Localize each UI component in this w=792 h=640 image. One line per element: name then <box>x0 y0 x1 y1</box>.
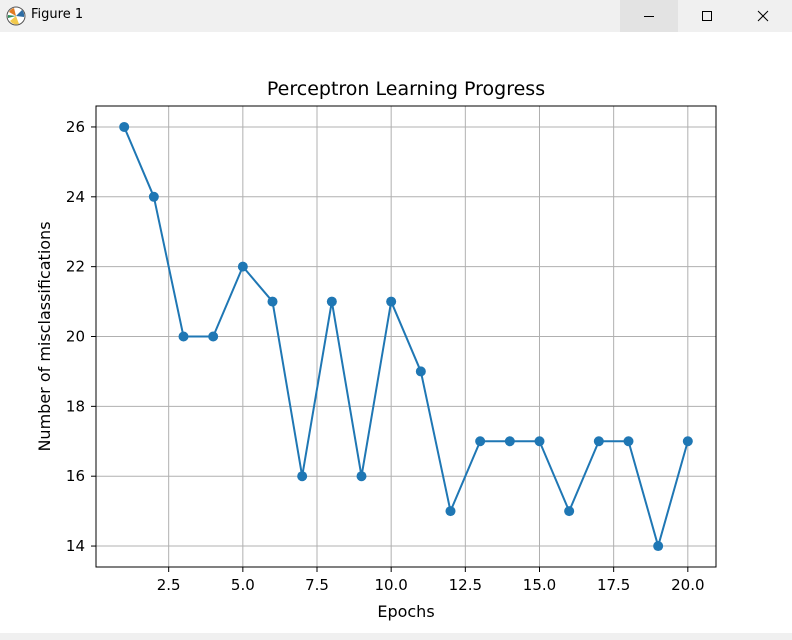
y-tick-label: 26 <box>66 118 85 136</box>
data-point <box>119 121 130 132</box>
data-point <box>297 471 308 482</box>
data-point <box>682 436 693 447</box>
maximize-icon <box>702 11 712 21</box>
chart-title: Perceptron Learning Progress <box>267 78 545 100</box>
data-point <box>593 436 604 447</box>
y-tick-label: 18 <box>66 397 85 415</box>
data-point <box>178 331 189 342</box>
x-tick-label: 12.5 <box>449 576 482 594</box>
minimize-button[interactable] <box>620 0 678 32</box>
y-axis-label: Number of misclassifications <box>35 221 54 451</box>
x-tick-label: 15.0 <box>523 576 556 594</box>
data-point <box>237 261 248 272</box>
data-series <box>119 121 693 552</box>
minimize-icon <box>644 16 654 17</box>
close-icon <box>757 10 769 22</box>
data-point <box>326 296 337 307</box>
x-tick-label: 2.5 <box>157 576 181 594</box>
data-point <box>356 471 367 482</box>
y-tick-label: 14 <box>66 537 85 555</box>
x-tick-label: 5.0 <box>231 576 255 594</box>
data-point <box>208 331 219 342</box>
x-tick-label: 10.0 <box>374 576 407 594</box>
data-point <box>564 506 575 517</box>
window-titlebar: Figure 1 <box>0 0 792 32</box>
close-button[interactable] <box>734 0 792 32</box>
data-point <box>267 296 278 307</box>
data-point <box>653 541 664 552</box>
x-tick-label: 20.0 <box>671 576 704 594</box>
matplotlib-icon <box>6 6 26 26</box>
data-point <box>623 436 634 447</box>
y-tick-label: 24 <box>66 188 85 206</box>
data-point <box>415 366 426 377</box>
y-tick-label: 22 <box>66 258 85 276</box>
data-point <box>475 436 486 447</box>
x-tick-label: 17.5 <box>597 576 630 594</box>
window-bottom-edge <box>0 633 792 640</box>
x-tick-label: 7.5 <box>305 576 329 594</box>
window-title: Figure 1 <box>31 7 84 22</box>
x-axis-label: Epochs <box>377 602 434 621</box>
axis-ticks: 2.5 5.0 7.5 10.0 12.5 15.0 17.5 20.0 14 16 18 20 22 2… <box>66 118 705 594</box>
y-tick-label: 20 <box>66 328 85 346</box>
data-point <box>504 436 515 447</box>
figure-canvas: 2.5 5.0 7.5 10.0 12.5 15.0 17.5 20.0 14 16 18 20 22 2… <box>35 78 717 621</box>
data-point <box>148 191 159 202</box>
maximize-button[interactable] <box>678 0 736 32</box>
data-point <box>445 506 456 517</box>
data-point <box>534 436 545 447</box>
series-line <box>123 126 689 548</box>
y-tick-label: 16 <box>66 467 85 485</box>
data-point <box>386 296 397 307</box>
